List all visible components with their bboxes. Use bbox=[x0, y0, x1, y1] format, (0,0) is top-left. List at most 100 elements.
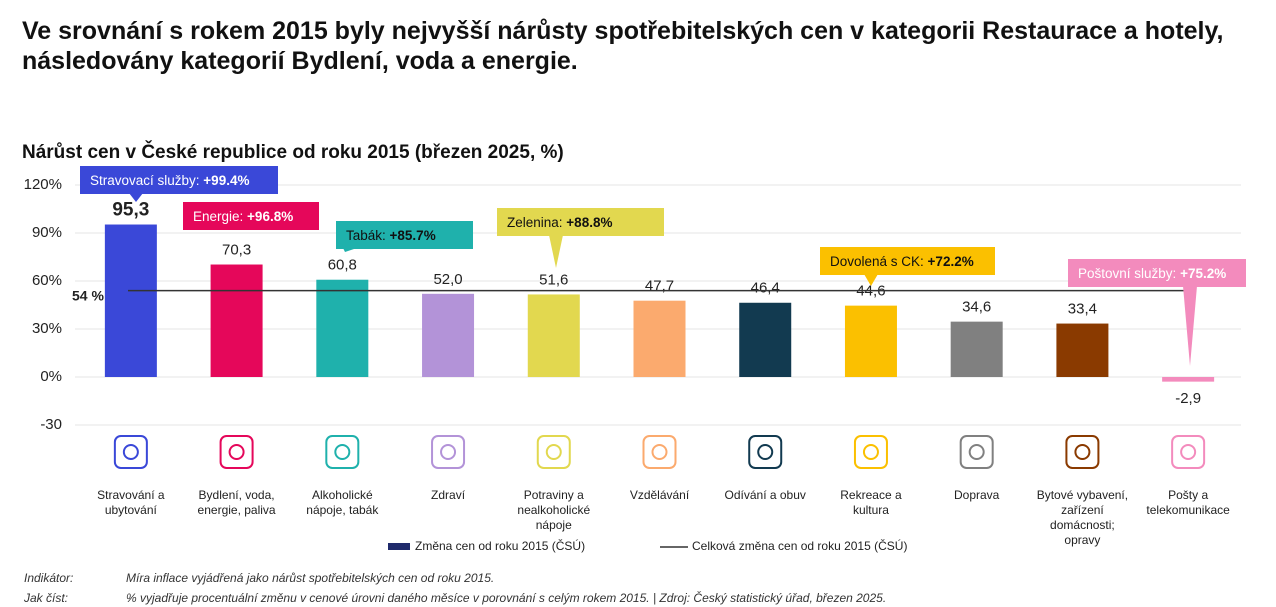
value-label: 60,8 bbox=[328, 257, 357, 274]
icon-shape bbox=[325, 435, 360, 469]
bar bbox=[104, 224, 157, 377]
y-tick-label: 60% bbox=[32, 272, 62, 289]
x-tick-label: Alkoholické nápoje, tabák bbox=[306, 488, 379, 517]
callout-box bbox=[80, 166, 278, 194]
x-tick-label: Zdraví bbox=[431, 488, 466, 502]
icon-shape bbox=[1065, 435, 1100, 469]
callout-box bbox=[336, 221, 473, 249]
x-tick-label: Doprava bbox=[953, 488, 1000, 502]
callout-value: +88.8% bbox=[566, 215, 612, 230]
callout-value: +85.7% bbox=[390, 228, 436, 243]
icon-shape bbox=[853, 435, 888, 469]
y-tick-label: -30 bbox=[40, 416, 62, 433]
callout-value: +99.4% bbox=[203, 173, 249, 188]
callout-box bbox=[1068, 259, 1246, 287]
callout-box bbox=[183, 202, 319, 230]
category-icon bbox=[642, 435, 677, 469]
x-tick-label: Odívání a obuv bbox=[724, 488, 806, 502]
callout-label: Energie: bbox=[193, 209, 247, 224]
category-icon bbox=[536, 435, 571, 469]
callout-label: Dovolená s CK: bbox=[830, 254, 928, 269]
callout-pointer bbox=[549, 235, 563, 268]
legend-label: Celková změna cen od roku 2015 (ČSÚ) bbox=[692, 538, 907, 553]
callout-value: +72.2% bbox=[928, 254, 974, 269]
icon-shape bbox=[642, 435, 677, 469]
bar bbox=[1056, 323, 1109, 377]
x-tick-label: Stravování a ubytování bbox=[97, 488, 165, 517]
bar bbox=[950, 321, 1003, 377]
value-label: 95,3 bbox=[112, 200, 149, 221]
callout-text: Poštovní služby: +75.2% bbox=[1078, 266, 1226, 281]
value-label: 47,7 bbox=[645, 278, 674, 295]
category-icon bbox=[1171, 435, 1206, 469]
category-icon bbox=[1065, 435, 1100, 469]
bar bbox=[422, 293, 475, 377]
icon-shape bbox=[748, 435, 783, 469]
icon-shape bbox=[334, 444, 351, 460]
callout-label: Tabák: bbox=[346, 228, 390, 243]
icon-shape bbox=[862, 444, 879, 460]
value-label: 33,4 bbox=[1068, 301, 1097, 318]
icon-shape bbox=[122, 444, 139, 460]
icon-shape bbox=[651, 444, 668, 460]
note-label: Indikátor: bbox=[24, 571, 74, 585]
x-tick-label: Bytové vybavení, zařízení domácnosti; op… bbox=[1036, 488, 1129, 547]
y-tick-label: 120% bbox=[24, 176, 62, 193]
callout-label: Poštovní služby: bbox=[1078, 266, 1180, 281]
note-text: Míra inflace vyjádřená jako nárůst spotř… bbox=[126, 571, 495, 585]
icon-shape bbox=[440, 444, 457, 460]
icon-shape bbox=[113, 435, 148, 469]
icon-shape bbox=[1171, 435, 1206, 469]
icon-shape bbox=[545, 444, 562, 460]
callout-pointer bbox=[129, 193, 143, 202]
y-tick-label: 30% bbox=[32, 320, 62, 337]
x-tick-label: Pošty a telekomunikace bbox=[1146, 488, 1230, 517]
callout-value: +75.2% bbox=[1180, 266, 1226, 281]
legend-label: Změna cen od roku 2015 (ČSÚ) bbox=[415, 538, 585, 553]
icon-shape bbox=[959, 435, 994, 469]
value-label: 52,0 bbox=[433, 271, 462, 288]
icon-shape bbox=[1074, 444, 1091, 460]
callout-value: +96.8% bbox=[247, 209, 293, 224]
note-text: % vyjadřuje procentuální změnu v cenové … bbox=[126, 591, 887, 605]
icon-shape bbox=[536, 435, 571, 469]
category-icon bbox=[748, 435, 783, 469]
callout-box bbox=[820, 247, 995, 275]
callout-label: Stravovací služby: bbox=[90, 173, 203, 188]
category-icon bbox=[325, 435, 360, 469]
category-icon bbox=[853, 435, 888, 469]
callout-label: Zelenina: bbox=[507, 215, 566, 230]
bar bbox=[210, 264, 263, 377]
icon-shape bbox=[757, 444, 774, 460]
x-tick-label: Vzdělávání bbox=[629, 488, 690, 502]
x-tick-label: Potraviny a nealkoholické nápoje bbox=[517, 488, 591, 532]
legend-swatch bbox=[388, 543, 410, 550]
reference-label: 54 % bbox=[72, 287, 104, 303]
category-icon bbox=[959, 435, 994, 469]
headline: Ve srovnání s rokem 2015 byly nejvyšší n… bbox=[22, 17, 1224, 75]
icon-shape bbox=[431, 435, 466, 469]
callout-box bbox=[497, 208, 664, 236]
bar bbox=[316, 279, 369, 377]
bar bbox=[527, 294, 580, 377]
value-label: 34,6 bbox=[962, 299, 991, 316]
bar bbox=[844, 305, 897, 377]
callout-text: Tabák: +85.7% bbox=[346, 228, 436, 243]
bar bbox=[633, 300, 686, 377]
category-icon bbox=[219, 435, 254, 469]
callout-pointer bbox=[864, 274, 878, 286]
y-tick-label: 0% bbox=[40, 368, 62, 385]
y-tick-label: 90% bbox=[32, 224, 62, 241]
callout-text: Energie: +96.8% bbox=[193, 209, 293, 224]
value-label: 51,6 bbox=[539, 271, 568, 288]
chart-title: Nárůst cen v České republice od roku 201… bbox=[22, 142, 564, 163]
callout-pointer bbox=[1183, 286, 1197, 366]
category-icon bbox=[113, 435, 148, 469]
note-label: Jak číst: bbox=[24, 591, 69, 605]
icon-shape bbox=[219, 435, 254, 469]
x-tick-label: Bydlení, voda, energie, paliva bbox=[197, 488, 276, 517]
value-label: -2,9 bbox=[1175, 390, 1201, 407]
icon-shape bbox=[1180, 444, 1197, 460]
